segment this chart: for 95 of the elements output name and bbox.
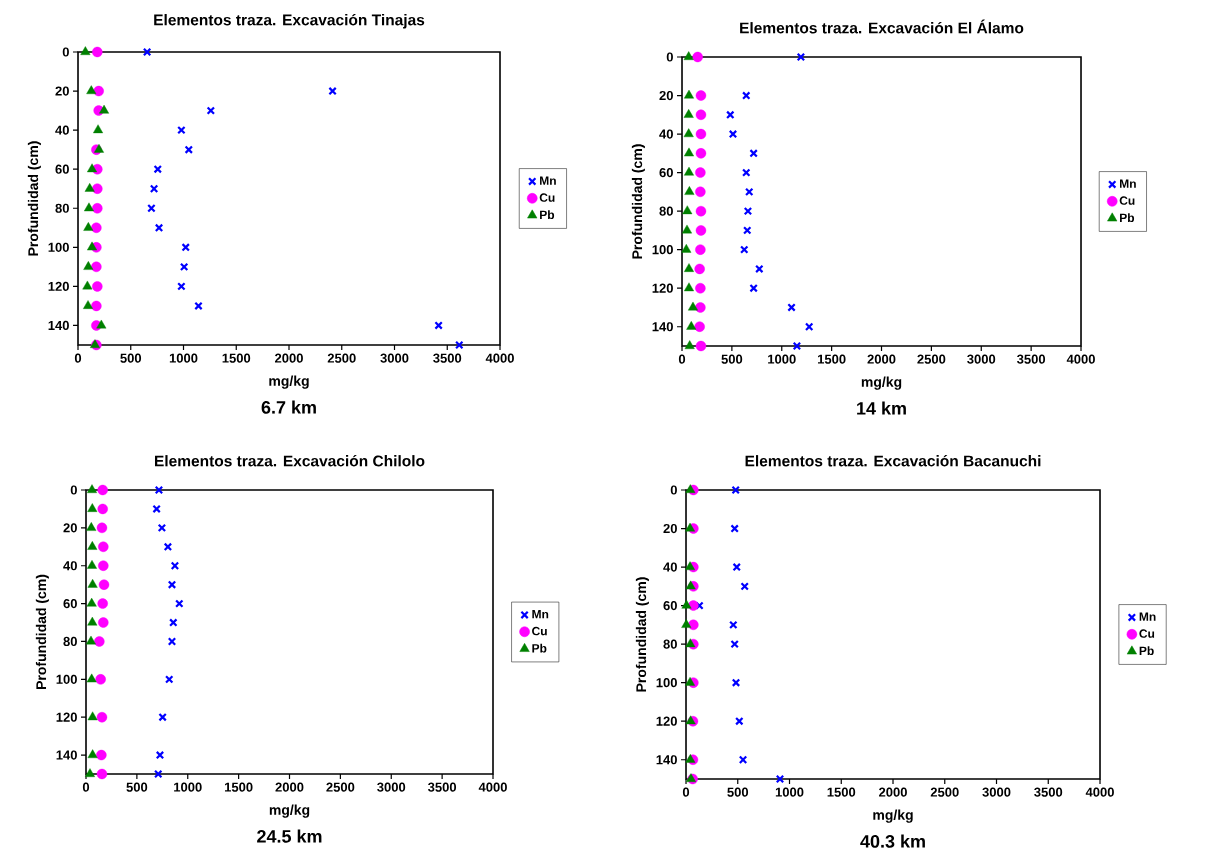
legend-label: Cu [1139, 629, 1155, 638]
y-tick-label: 80 [663, 639, 677, 649]
y-tick-label: 40 [55, 125, 69, 135]
x-tick-label: 1500 [224, 782, 253, 792]
chart-title: Elementos traza. Excavación Tinajas [154, 13, 425, 29]
y-tick-label: 120 [56, 712, 77, 722]
y-tick-label: 0 [62, 47, 69, 57]
x-tick-label: 3000 [380, 353, 409, 363]
y-tick-label: 100 [652, 245, 673, 255]
x-tick-label: 3500 [433, 353, 462, 363]
y-axis-title: Profundidad (cm) [631, 144, 645, 259]
y-tick-label: 120 [48, 281, 69, 291]
x-tick-label: 2000 [867, 354, 896, 364]
x-tick-label: 1500 [827, 787, 856, 797]
x-tick-label: 4000 [1085, 787, 1114, 797]
y-tick-label: 20 [659, 90, 673, 101]
y-tick-label: 60 [55, 164, 69, 174]
y-axis-title: Profundidad (cm) [635, 577, 649, 692]
x-tick-label: 3500 [1016, 354, 1046, 364]
legend-label: Cu [1119, 196, 1135, 205]
y-tick-label: 20 [63, 523, 77, 533]
text: 40.3 km [860, 834, 925, 848]
x-tick-label: 1500 [817, 354, 846, 364]
y-tick-label: 80 [55, 203, 69, 213]
legend-label: Mn [1139, 612, 1156, 621]
legend-label: Pb [1120, 213, 1135, 223]
legend-label: Pb [1139, 646, 1154, 656]
x-tick-label: 2500 [917, 354, 946, 364]
legend-label: Pb [532, 643, 547, 653]
y-tick-label: 100 [656, 678, 677, 688]
x-tick-label: 0 [682, 787, 690, 797]
y-tick-label: 140 [56, 750, 77, 760]
x-tick-label: 4000 [1066, 354, 1095, 364]
x-tick-label: 2000 [275, 353, 303, 363]
x-tick-label: 500 [721, 354, 743, 364]
x-tick-label: 3000 [982, 787, 1011, 797]
x-axis-title: mg/kg [873, 809, 913, 823]
x-tick-label: 3000 [377, 782, 406, 792]
x-axis-title: mg/kg [861, 376, 902, 390]
x-tick-label: 2500 [327, 353, 356, 363]
x-tick-label: 2000 [275, 782, 304, 792]
y-tick-label: 120 [652, 283, 673, 293]
x-tick-label: 1000 [169, 353, 198, 363]
y-tick-label: 0 [666, 52, 673, 62]
text: 6.7 km [261, 400, 316, 414]
y-tick-label: 20 [663, 523, 677, 534]
y-tick-label: 40 [63, 561, 77, 571]
legend-label: Pb [540, 210, 555, 220]
x-tick-label: 4000 [485, 353, 514, 363]
legend-label: Mn [540, 176, 556, 185]
y-tick-label: 80 [659, 206, 673, 216]
legend-label: Cu [539, 193, 555, 202]
x-tick-label: 1000 [768, 354, 796, 364]
x-tick-label: 1000 [775, 787, 804, 797]
x-tick-label: 1000 [174, 782, 202, 792]
legend-label: Mn [1120, 179, 1136, 188]
y-tick-label: 140 [652, 322, 673, 332]
text: 24.5 km [257, 829, 322, 843]
y-axis-title: Profundidad (cm) [35, 574, 49, 689]
y-tick-label: 20 [55, 86, 69, 96]
x-tick-label: 2500 [326, 782, 355, 792]
legend-label: Mn [532, 610, 549, 619]
x-axis-title: mg/kg [269, 375, 309, 389]
y-tick-label: 140 [48, 320, 69, 331]
x-tick-label: 500 [126, 782, 148, 792]
x-tick-label: 0 [82, 782, 90, 792]
y-tick-label: 100 [56, 674, 77, 684]
text: 14 km [857, 401, 906, 415]
y-tick-label: 100 [48, 242, 69, 252]
y-tick-label: 140 [656, 755, 677, 765]
x-tick-label: 3500 [427, 782, 457, 792]
y-tick-label: 40 [659, 129, 673, 139]
x-tick-label: 3500 [1034, 787, 1063, 797]
chart-title: Elementos traza. Excavación El Álamo [740, 19, 1024, 34]
y-tick-label: 0 [70, 485, 77, 495]
x-tick-label: 500 [727, 787, 749, 797]
x-axis-title: mg/kg [269, 804, 310, 818]
x-tick-label: 0 [678, 354, 686, 364]
y-axis-title: Profundidad (cm) [27, 141, 41, 256]
y-tick-label: 60 [63, 599, 77, 609]
y-tick-label: 60 [663, 601, 677, 611]
x-tick-label: 500 [120, 353, 142, 363]
y-tick-label: 0 [670, 485, 677, 495]
x-tick-label: 2500 [930, 787, 959, 797]
x-tick-label: 2000 [879, 787, 907, 797]
chart-title: Elementos traza. Excavación Chilolo [155, 454, 425, 467]
x-tick-label: 3000 [967, 354, 996, 364]
y-tick-label: 120 [656, 716, 677, 726]
y-tick-label: 40 [663, 562, 677, 572]
chart-title: Elementos traza. Excavación Bacanuchi [745, 454, 1041, 467]
y-tick-label: 60 [659, 167, 673, 178]
legend-label: Cu [532, 626, 547, 636]
y-tick-label: 80 [63, 636, 77, 647]
x-tick-label: 1500 [222, 353, 251, 363]
x-tick-label: 4000 [478, 782, 507, 792]
